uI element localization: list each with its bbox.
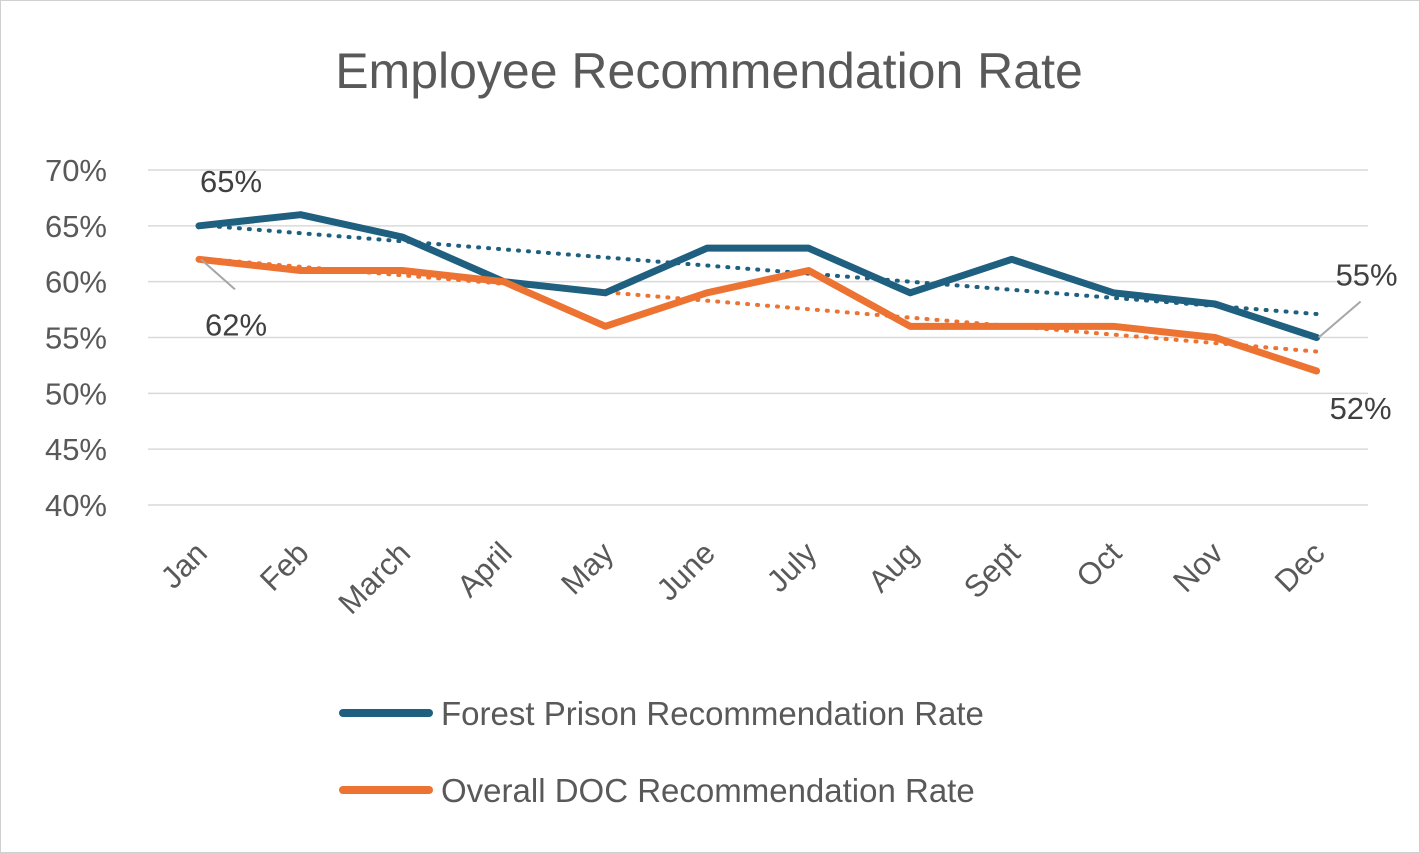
x-tick-label: June	[650, 535, 722, 607]
x-tick-label: Oct	[1069, 535, 1128, 594]
legend-label: Forest Prison Recommendation Rate	[441, 695, 984, 732]
data-label: 52%	[1330, 391, 1392, 426]
chart-title: Employee Recommendation Rate	[335, 43, 1083, 99]
data-label: 55%	[1336, 258, 1398, 293]
y-tick-label: 60%	[45, 265, 107, 300]
x-tick-label: Dec	[1268, 535, 1332, 599]
x-tick-label: Sept	[957, 535, 1027, 605]
data-label: 62%	[205, 307, 267, 342]
legend-label: Overall DOC Recommendation Rate	[441, 772, 975, 809]
x-tick-label: March	[331, 535, 417, 621]
x-tick-label: Jan	[154, 535, 214, 595]
trendline-0	[197, 223, 1319, 317]
y-tick-label: 55%	[45, 321, 107, 356]
legend: Forest Prison Recommendation Rate Overall…	[339, 695, 984, 809]
data-labels: 65% 55% 62% 52%	[200, 164, 1398, 426]
series-line-1	[195, 255, 1321, 375]
x-axis-ticks: Jan Feb March April May June July Aug Sept Oct Nov…	[154, 535, 1332, 621]
x-tick-label: May	[554, 535, 621, 602]
x-tick-label: April	[450, 535, 519, 604]
x-tick-label: Feb	[253, 535, 316, 598]
y-axis-ticks: 40% 45% 50% 55% 60% 65% 70%	[45, 153, 107, 523]
y-tick-label: 40%	[45, 488, 107, 523]
x-tick-label: Nov	[1166, 535, 1230, 599]
data-label-leader	[200, 258, 236, 291]
series-lines	[195, 211, 1321, 375]
y-tick-label: 45%	[45, 432, 107, 467]
data-label-leader	[1317, 300, 1362, 339]
x-tick-label: Aug	[861, 535, 925, 599]
trendlines	[197, 223, 1319, 354]
trendline-1	[197, 256, 1319, 354]
y-tick-label: 50%	[45, 376, 107, 411]
x-tick-label: July	[760, 535, 824, 599]
data-label: 65%	[200, 164, 262, 199]
y-tick-label: 70%	[45, 153, 107, 188]
y-tick-label: 65%	[45, 209, 107, 244]
series-line-0	[195, 211, 1321, 341]
